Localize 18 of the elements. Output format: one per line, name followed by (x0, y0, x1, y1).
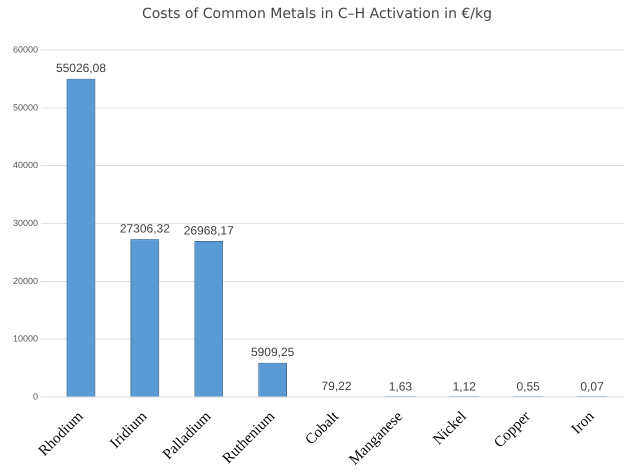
data-label: 0,07 (580, 379, 604, 394)
data-label: 5909,25 (250, 345, 295, 360)
data-label: 26968,17 (184, 223, 234, 238)
data-label: 55026,08 (56, 61, 106, 76)
chart-title: Costs of Common Metals in C–H Activation in €/kg (140, 6, 494, 22)
y-tick-label: 40000 (12, 160, 38, 170)
y-tick-label: 60000 (12, 44, 38, 54)
x-tick-label: Iron (568, 408, 598, 438)
y-tick-label: 10000 (12, 334, 38, 344)
data-label: 0,55 (516, 379, 540, 394)
data-label: 1,63 (388, 379, 412, 394)
y-tick-label: 20000 (12, 276, 38, 286)
data-label: 79,22 (322, 378, 352, 393)
y-tick-label: 50000 (12, 102, 38, 112)
y-tick-label: 30000 (12, 218, 38, 228)
y-tick-label: 0 (33, 391, 38, 402)
data-label: 1,12 (452, 379, 476, 394)
data-label: 27306,32 (120, 221, 170, 236)
